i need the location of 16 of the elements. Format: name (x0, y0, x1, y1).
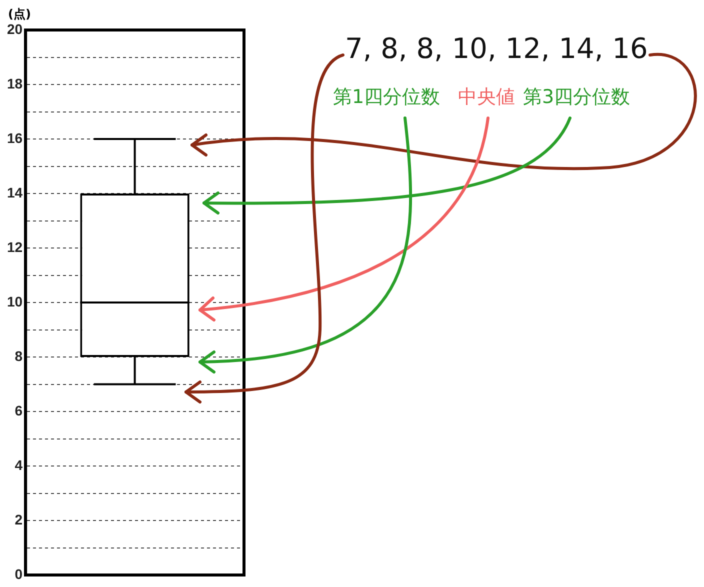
y-tick-label: 10 (6, 293, 23, 310)
y-tick-label: 2 (14, 511, 23, 528)
text: 7, 8, 8, 10, 12, 14, 16 (345, 32, 648, 65)
y-tick-label: 12 (6, 238, 23, 255)
y-tick-label: 14 (6, 184, 23, 200)
y-tick-label: 6 (14, 402, 23, 418)
text: 中央値 (458, 85, 515, 110)
text: 第3四分位数 (523, 85, 630, 110)
y-axis-title: (点) (8, 6, 31, 23)
y-tick-label: 20 (6, 20, 23, 37)
y-tick-label: 0 (14, 566, 23, 582)
text: 第1四分位数 (333, 85, 440, 110)
y-tick-label: 18 (6, 75, 23, 92)
y-tick-label: 4 (14, 456, 23, 473)
y-tick-label: 8 (14, 348, 23, 364)
y-tick-label: 16 (6, 130, 23, 146)
